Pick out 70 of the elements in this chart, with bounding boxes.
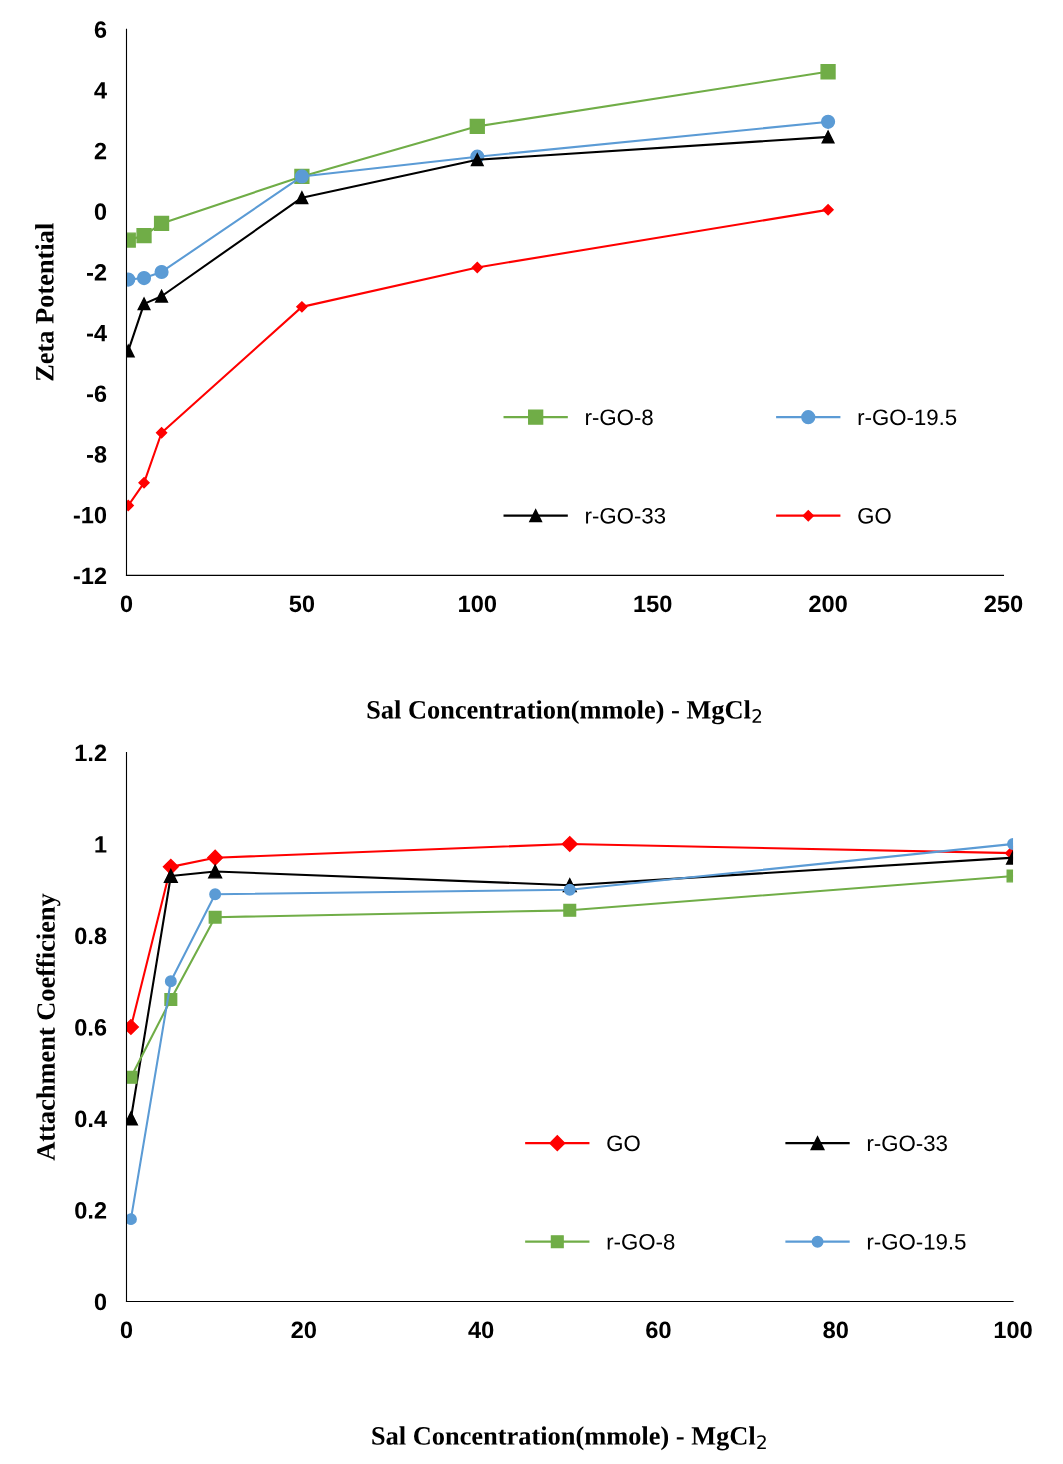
point <box>138 477 150 489</box>
point <box>563 903 577 917</box>
x-tick-label: 150 <box>634 595 672 613</box>
point <box>209 888 222 901</box>
x-tick-label: 200 <box>809 595 847 613</box>
x-tick-label: 40 <box>468 1321 494 1339</box>
point <box>136 270 152 286</box>
y-tick-label: -8 <box>86 446 107 463</box>
point <box>207 849 224 866</box>
y-tick-label: -10 <box>73 506 107 524</box>
x-tick-label: 20 <box>291 1321 316 1339</box>
legend-label: r-GO-8 <box>607 1233 675 1250</box>
point <box>126 1213 137 1226</box>
x-tick-label: 80 <box>823 1321 848 1339</box>
point <box>295 191 309 205</box>
y-tick-label: 1 <box>95 836 107 853</box>
point <box>126 1111 139 1126</box>
point <box>563 883 576 896</box>
point <box>296 301 308 313</box>
y-tick-label: 0 <box>94 203 107 221</box>
point <box>136 227 152 244</box>
y-tick-label: -4 <box>86 324 107 342</box>
legend-label: r-GO-19.5 <box>867 1233 966 1250</box>
legend-label: GO <box>858 507 891 524</box>
y-tick-label: -2 <box>86 264 107 281</box>
legend-label: r-GO-8 <box>586 409 653 426</box>
legend-label: r-GO-33 <box>586 507 666 524</box>
point <box>470 153 484 167</box>
y-axis-title: Attachment Coefficieny <box>36 893 61 1161</box>
legend-label: r-GO-33 <box>867 1135 947 1152</box>
point <box>820 114 836 129</box>
legend-label: r-GO-19.5 <box>858 409 957 426</box>
point <box>163 868 178 884</box>
y-tick-label: 0 <box>94 1293 107 1311</box>
point <box>821 130 835 144</box>
point <box>822 204 834 216</box>
point <box>137 297 151 311</box>
y-tick-label: -6 <box>86 385 107 403</box>
x-axis-title: Sal Concentration(mmole) - MgCl$_{2}$ <box>367 700 762 725</box>
y-tick-label: 1.2 <box>75 744 107 762</box>
point <box>471 261 483 274</box>
x-tick-label: 50 <box>289 595 315 613</box>
x-tick-label: 250 <box>984 595 1023 613</box>
point <box>153 215 170 232</box>
x-tick-label: 0 <box>120 1321 133 1339</box>
x-tick-label: 100 <box>459 595 497 613</box>
y-tick-label: 4 <box>94 82 107 99</box>
point <box>154 264 169 280</box>
point <box>208 864 223 879</box>
y-tick-label: 0.8 <box>75 927 107 945</box>
x-tick-label: 100 <box>994 1321 1032 1339</box>
point <box>561 835 578 853</box>
point <box>155 289 169 303</box>
x-axis-title: Sal Concentration(mmole) - MgCl$_{2}$ <box>372 1426 766 1451</box>
point <box>208 910 222 924</box>
point <box>820 64 836 80</box>
y-tick-label: 0.6 <box>75 1019 107 1036</box>
point <box>469 118 485 134</box>
point <box>164 975 177 988</box>
y-tick-label: -12 <box>73 567 107 584</box>
x-tick-label: 0 <box>120 595 133 613</box>
y-axis-title: Zeta Potential <box>35 223 54 381</box>
y-tick-label: 0.2 <box>75 1202 107 1219</box>
x-tick-label: 60 <box>646 1321 671 1339</box>
legend-label: GO <box>607 1135 640 1152</box>
point <box>126 1070 138 1084</box>
point <box>155 427 168 439</box>
y-tick-label: 2 <box>94 142 107 160</box>
y-tick-label: 6 <box>94 21 107 39</box>
y-tick-label: 0.4 <box>75 1110 107 1128</box>
